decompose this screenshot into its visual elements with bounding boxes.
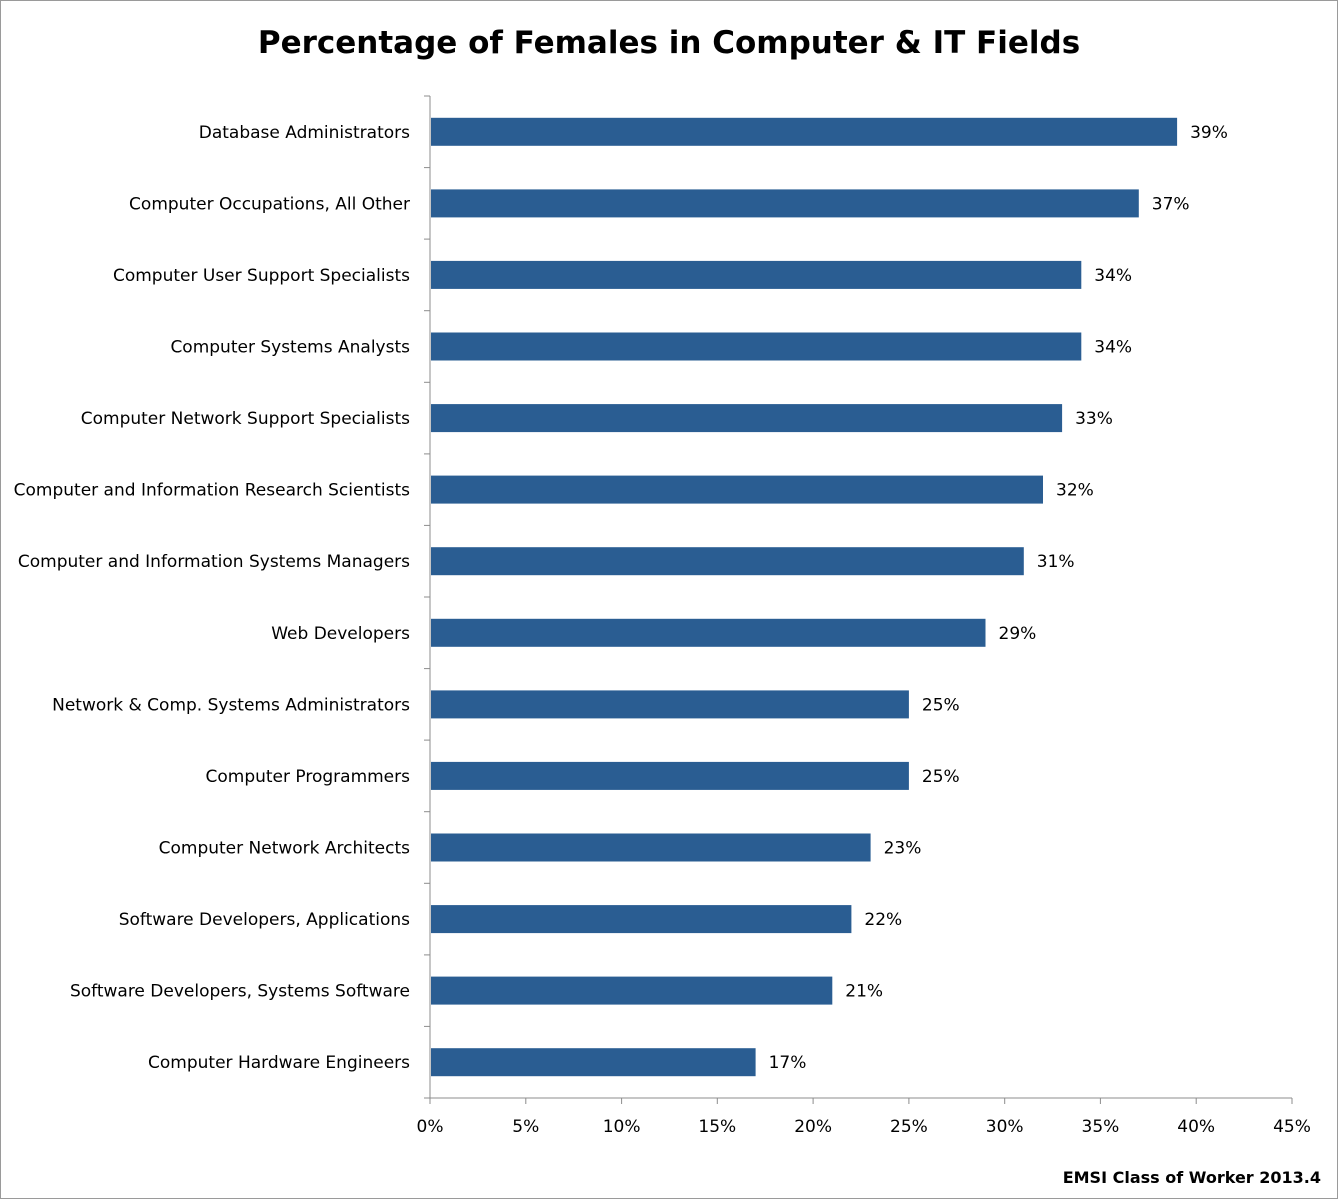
bar bbox=[431, 332, 1082, 361]
category-label: Computer Network Support Specialists bbox=[81, 409, 410, 429]
data-label: 29% bbox=[999, 624, 1037, 644]
x-tick-label: 10% bbox=[603, 1117, 641, 1137]
category-label: Computer Hardware Engineers bbox=[148, 1053, 410, 1073]
x-tick-label: 40% bbox=[1177, 1117, 1215, 1137]
x-tick-label: 45% bbox=[1273, 1117, 1311, 1137]
data-label: 17% bbox=[769, 1053, 807, 1073]
data-label: 21% bbox=[845, 982, 883, 1002]
x-tick-label: 20% bbox=[794, 1117, 832, 1137]
bar bbox=[431, 475, 1043, 504]
x-tick-label: 25% bbox=[890, 1117, 928, 1137]
category-label: Software Developers, Systems Software bbox=[70, 982, 410, 1002]
bar bbox=[431, 547, 1024, 576]
data-label: 37% bbox=[1152, 194, 1190, 214]
data-label: 23% bbox=[884, 839, 922, 859]
x-tick-label: 5% bbox=[512, 1117, 539, 1137]
bar bbox=[431, 833, 871, 862]
data-label: 32% bbox=[1056, 481, 1094, 501]
source-note: EMSI Class of Worker 2013.4 bbox=[1062, 1168, 1321, 1187]
bar bbox=[431, 404, 1063, 433]
x-tick-label: 15% bbox=[698, 1117, 736, 1137]
data-label: 31% bbox=[1037, 552, 1075, 572]
bar bbox=[431, 690, 909, 719]
category-label: Computer and Information Research Scient… bbox=[14, 481, 410, 501]
data-label: 34% bbox=[1094, 338, 1132, 358]
data-label: 33% bbox=[1075, 409, 1113, 429]
data-label: 22% bbox=[864, 910, 902, 930]
x-tick-label: 0% bbox=[417, 1117, 444, 1137]
chart-title: Percentage of Females in Computer & IT F… bbox=[257, 25, 1081, 61]
data-label: 25% bbox=[922, 695, 960, 715]
bar bbox=[431, 905, 852, 934]
category-label: Computer and Information Systems Manager… bbox=[18, 552, 410, 572]
data-label: 34% bbox=[1094, 266, 1132, 286]
bar bbox=[431, 618, 986, 647]
data-label: 25% bbox=[922, 767, 960, 787]
bar bbox=[431, 260, 1082, 289]
bar bbox=[431, 976, 833, 1005]
category-label: Computer User Support Specialists bbox=[113, 266, 410, 286]
bar bbox=[431, 1048, 756, 1077]
category-label: Computer Programmers bbox=[205, 767, 410, 787]
data-label: 39% bbox=[1190, 123, 1228, 143]
category-label: Computer Occupations, All Other bbox=[129, 194, 410, 214]
category-label: Web Developers bbox=[271, 624, 410, 644]
x-tick-label: 35% bbox=[1082, 1117, 1120, 1137]
category-label: Software Developers, Applications bbox=[119, 910, 410, 930]
bar bbox=[431, 761, 909, 790]
category-label: Database Administrators bbox=[199, 123, 410, 143]
bar bbox=[431, 117, 1178, 146]
category-label: Computer Systems Analysts bbox=[170, 338, 410, 358]
bar bbox=[431, 189, 1139, 218]
x-tick-label: 30% bbox=[986, 1117, 1024, 1137]
category-label: Computer Network Architects bbox=[159, 839, 411, 859]
category-label: Network & Comp. Systems Administrators bbox=[52, 695, 410, 715]
